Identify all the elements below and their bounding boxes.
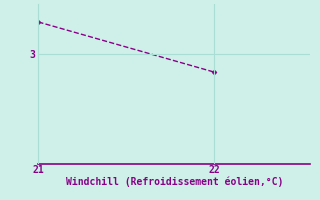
X-axis label: Windchill (Refroidissement éolien,°C): Windchill (Refroidissement éolien,°C): [66, 177, 283, 187]
